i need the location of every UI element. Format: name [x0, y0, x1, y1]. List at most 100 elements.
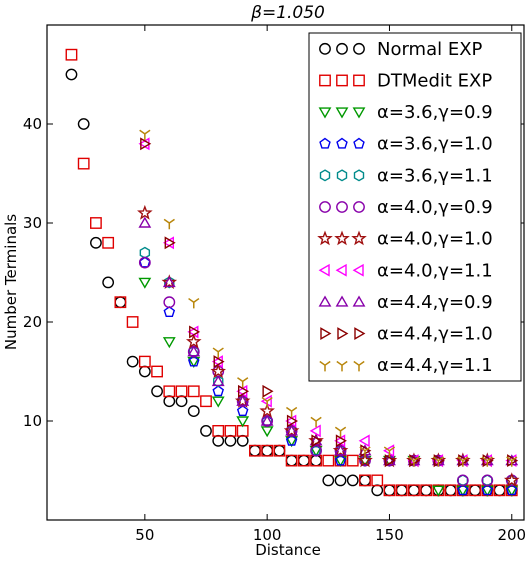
data-point: [335, 434, 347, 448]
data-point: [200, 424, 212, 437]
data-point: [249, 444, 261, 457]
data-point: [285, 424, 299, 436]
data-point: [444, 484, 457, 497]
legend-label: Normal EXP: [377, 39, 483, 60]
data-point: [334, 426, 347, 438]
legend-marker: [353, 169, 365, 182]
data-point: [187, 385, 200, 398]
y-tick-label: 10: [23, 412, 42, 430]
data-point: [163, 306, 176, 318]
data-point: [236, 394, 250, 406]
legend-marker: [319, 137, 331, 149]
data-point: [493, 484, 506, 497]
legend-marker: [353, 360, 365, 372]
data-point: [211, 375, 225, 387]
data-point: [77, 157, 90, 170]
legend-entry: α=3.6,γ=1.0: [319, 134, 493, 155]
y-axis-title: Number Terminals: [2, 214, 20, 350]
legend-marker: [354, 327, 366, 340]
data-point: [65, 68, 78, 81]
x-axis-title: Distance: [255, 541, 321, 559]
data-point: [187, 405, 200, 417]
data-point: [309, 424, 321, 438]
legend-marker: [336, 201, 348, 213]
data-point: [237, 377, 249, 388]
legend-marker: [336, 74, 348, 87]
data-point: [175, 385, 188, 398]
legend-entry: α=4.4,γ=0.9: [318, 292, 493, 313]
legend-marker: [334, 230, 350, 246]
data-point: [357, 452, 373, 468]
legend-label: α=3.6,γ=1.1: [377, 165, 493, 186]
data-point: [332, 442, 349, 458]
data-point: [359, 446, 371, 457]
data-point: [237, 384, 250, 398]
data-point: [212, 425, 225, 437]
data-point: [285, 406, 298, 418]
y-tick-label: 20: [23, 313, 42, 331]
data-point: [310, 416, 322, 428]
chart-title: β=1.050: [250, 3, 325, 23]
legend-marker: [320, 327, 332, 340]
legend-marker: [319, 169, 331, 182]
data-point: [236, 434, 249, 447]
series-10: [139, 129, 518, 467]
data-point: [164, 236, 176, 250]
data-point: [273, 444, 286, 457]
legend-label: α=4.0,γ=0.9: [377, 197, 493, 218]
data-point: [358, 434, 370, 448]
legend: Normal EXP DTMedit EXP α=3.6,γ=0.9 α=3.6,γ=…: [308, 32, 522, 382]
legend-entry: Normal EXP: [319, 39, 483, 60]
data-point: [371, 484, 384, 497]
data-point: [162, 337, 176, 349]
data-point: [161, 274, 178, 290]
data-point: [189, 325, 201, 339]
data-point: [138, 355, 151, 368]
x-tick-label: 50: [135, 526, 154, 544]
data-point: [126, 316, 139, 328]
data-point: [322, 474, 335, 487]
legend-marker: [337, 327, 349, 340]
data-point: [432, 456, 445, 467]
data-point: [114, 296, 127, 309]
data-point: [283, 422, 300, 438]
data-point: [249, 444, 261, 457]
data-point: [200, 395, 212, 408]
data-point: [212, 434, 225, 447]
data-point: [481, 474, 494, 487]
legend-entry: DTMedit EXP: [319, 70, 492, 91]
data-point: [311, 434, 323, 448]
data-point: [90, 217, 102, 229]
data-point: [151, 385, 163, 398]
data-point: [481, 456, 493, 467]
data-point: [469, 484, 481, 497]
data-point: [213, 375, 224, 388]
legend-label: α=4.0,γ=1.0: [377, 229, 493, 250]
data-point: [384, 454, 396, 468]
data-point: [139, 129, 151, 141]
legend-entry: α=3.6,γ=1.1: [319, 165, 493, 186]
data-point: [469, 484, 481, 497]
data-point: [297, 454, 310, 467]
data-point: [213, 355, 225, 369]
data-point: [234, 393, 251, 408]
data-point: [346, 474, 359, 487]
data-point: [359, 474, 371, 487]
data-point: [334, 454, 347, 466]
data-point: [162, 275, 176, 288]
legend-marker: [318, 107, 332, 119]
data-point: [322, 454, 335, 467]
legend-marker: [319, 360, 331, 372]
legend-marker: [336, 137, 348, 149]
data-point: [334, 474, 347, 487]
data-point: [408, 484, 420, 497]
legend-marker: [335, 295, 349, 307]
legend-marker: [353, 201, 365, 213]
data-point: [138, 365, 151, 378]
legend-marker: [335, 263, 347, 277]
data-point: [505, 484, 518, 496]
data-point: [187, 355, 200, 367]
data-point: [383, 484, 396, 497]
series-9: [140, 137, 519, 468]
